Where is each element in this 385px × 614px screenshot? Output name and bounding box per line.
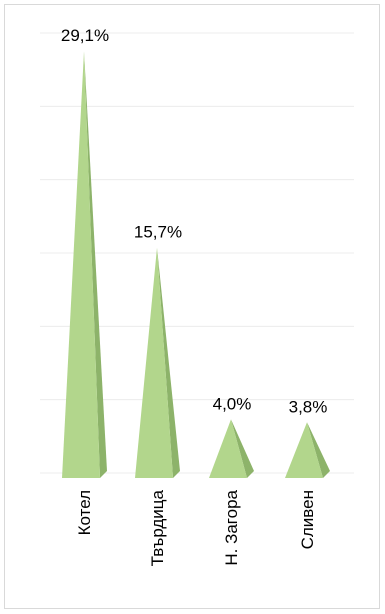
data-labels: 29,1% 15,7% 4,0% 3,8% [61,26,327,416]
category-label: Н. Загора [222,489,241,565]
data-label: 3,8% [289,397,328,416]
category-labels: Котел Твърдица Н. Загора Сливен [75,489,317,566]
category-label: Котел [75,490,94,535]
data-label: 29,1% [61,26,109,45]
data-label: 4,0% [213,394,252,413]
category-label: Сливен [298,490,317,549]
data-label: 15,7% [134,223,182,242]
category-label: Твърдица [148,489,167,566]
